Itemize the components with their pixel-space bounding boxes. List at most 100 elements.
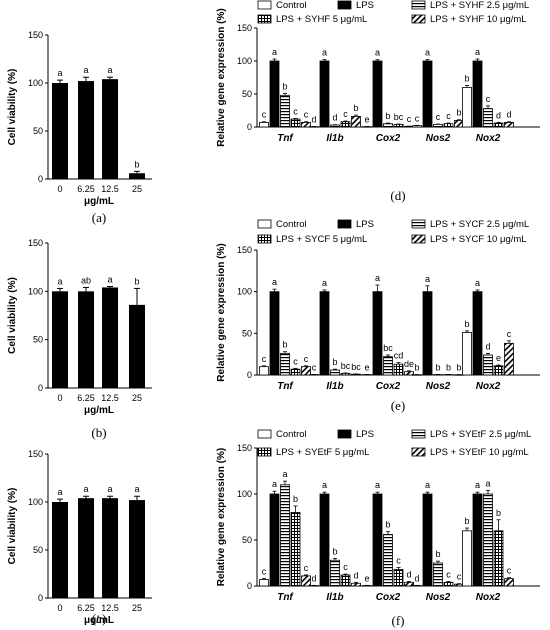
significance-letter: bc: [341, 361, 351, 371]
bar-Cox2-s1: [372, 60, 383, 128]
significance-letter: a: [272, 277, 277, 287]
x-tick-label: Nox2: [476, 381, 501, 392]
x-tick-label: Cox2: [376, 592, 401, 603]
significance-letter: a: [475, 47, 480, 57]
bar-6.25: [78, 291, 94, 388]
bar-Tnf-s2: [280, 484, 290, 587]
y-tick-label: 100: [28, 78, 43, 88]
x-tick-label: Il1b: [326, 592, 343, 603]
x-tick-label: Nox2: [476, 133, 501, 144]
gene-panel-f: Control LPS LPS + SYEtF 2.5 μg/mL LPS + SYE…: [216, 429, 540, 628]
significance-letter: a: [375, 48, 380, 58]
significance-letter: a: [475, 480, 480, 490]
bar-Cox2-s3: [393, 569, 404, 587]
y-tick-label: 0: [247, 370, 252, 380]
bar-Nos2-s2: [433, 562, 443, 587]
y-tick-label: 50: [242, 535, 252, 545]
legend-swatch-4: [411, 14, 426, 24]
bar-Nox2-s4: [504, 121, 514, 128]
bar-Nos2-s3: [443, 123, 454, 128]
significance-letter: b: [293, 494, 298, 504]
significance-letter: b: [385, 111, 390, 121]
bar-Tnf-s1: [269, 291, 280, 376]
significance-letter: b: [414, 363, 419, 373]
significance-letter: c: [262, 354, 267, 364]
legend-swatch-2: [411, 219, 426, 229]
bar-Tnf-s4: [301, 575, 311, 587]
significance-letter: d: [406, 569, 411, 579]
y-axis-label: Relative gene expression (%): [216, 8, 227, 146]
bar-Nox2-s1: [472, 493, 483, 587]
y-tick-label: 150: [28, 30, 43, 40]
significance-letter: d: [311, 573, 316, 583]
significance-letter: de: [404, 359, 414, 369]
significance-letter: c: [304, 110, 309, 120]
y-tick-label: 100: [28, 286, 43, 296]
significance-letter: a: [57, 68, 62, 78]
bar-Cox2-s1: [372, 493, 383, 587]
significance-letter: b: [134, 159, 139, 169]
significance-letter: c: [343, 109, 348, 119]
significance-letter: c: [304, 563, 309, 573]
significance-letter: e: [364, 362, 369, 372]
bar-6.25: [78, 498, 94, 598]
significance-letter: c: [415, 113, 420, 123]
significance-letter: e: [364, 573, 369, 583]
significance-letter: a: [57, 487, 62, 497]
bar-Il1b-s4: [351, 116, 361, 128]
panel-label: (b): [91, 425, 106, 440]
x-tick-label: 12.5: [101, 393, 119, 403]
significance-letter: a: [83, 484, 88, 494]
panel-label: (c): [92, 611, 106, 626]
panel-label: (d): [390, 188, 405, 203]
legend-swatch-3: [257, 234, 272, 244]
bar-Cox2-s2: [383, 123, 393, 128]
bar-Tnf-s0: [259, 366, 269, 376]
bar-Nox2-s4: [504, 578, 514, 587]
bar-Tnf-s4: [301, 366, 311, 376]
legend-label: Control: [276, 0, 307, 11]
x-tick-label: 0: [57, 603, 62, 613]
significance-letter: c: [312, 362, 317, 372]
significance-letter: d: [332, 113, 337, 123]
legend-label: Control: [276, 219, 307, 230]
significance-letter: c: [407, 114, 412, 124]
significance-letter: b: [134, 276, 139, 286]
legend-label: LPS: [356, 219, 374, 230]
bar-Nox2-s4: [504, 342, 514, 376]
bar-Cox2-s3: [393, 123, 404, 128]
bar-Nos2-s1: [422, 60, 433, 128]
bar-0: [52, 502, 68, 598]
significance-letter: a: [272, 47, 277, 57]
x-tick-label: Il1b: [326, 381, 343, 392]
significance-letter: a: [375, 273, 380, 283]
legend-swatch-0: [257, 0, 272, 10]
bar-Cox2-s2: [383, 534, 393, 587]
significance-letter: c: [457, 572, 462, 582]
significance-letter: b: [456, 108, 461, 118]
bar-Nox2-s2: [483, 108, 493, 128]
bar-12.5: [102, 79, 118, 179]
legend-label: LPS + SYEtF 5 μg/mL: [276, 447, 369, 458]
legend: Control LPS LPS + SYCF 2.5 μg/mL LPS + SYCF…: [257, 219, 529, 245]
y-tick-label: 150: [237, 23, 252, 33]
significance-letter: cd: [394, 351, 404, 361]
bar-Nos2-s2: [433, 123, 443, 128]
significance-letter: b: [464, 516, 469, 526]
significance-letter: a: [322, 278, 327, 288]
bar-Tnf-s0: [259, 121, 269, 128]
legend-label: LPS: [356, 429, 374, 440]
y-tick-label: 100: [237, 287, 252, 297]
legend-label: LPS + SYHF 10 μg/mL: [430, 14, 527, 25]
legend: Control LPS LPS + SYEtF 2.5 μg/mL LPS + SYE…: [257, 429, 531, 458]
bar-Nox2-s3: [493, 122, 504, 128]
bar-Cox2-s1: [372, 291, 383, 376]
bar-Il1b-s1: [319, 493, 330, 587]
significance-letter: d: [506, 110, 511, 120]
bar-Tnf-s0: [259, 579, 269, 587]
bar-Nos2-s1: [422, 493, 433, 587]
bar-Il1b-s1: [319, 291, 330, 376]
bar-0: [52, 291, 68, 388]
bar-Tnf-s1: [269, 493, 280, 587]
significance-letter: b: [435, 549, 440, 559]
